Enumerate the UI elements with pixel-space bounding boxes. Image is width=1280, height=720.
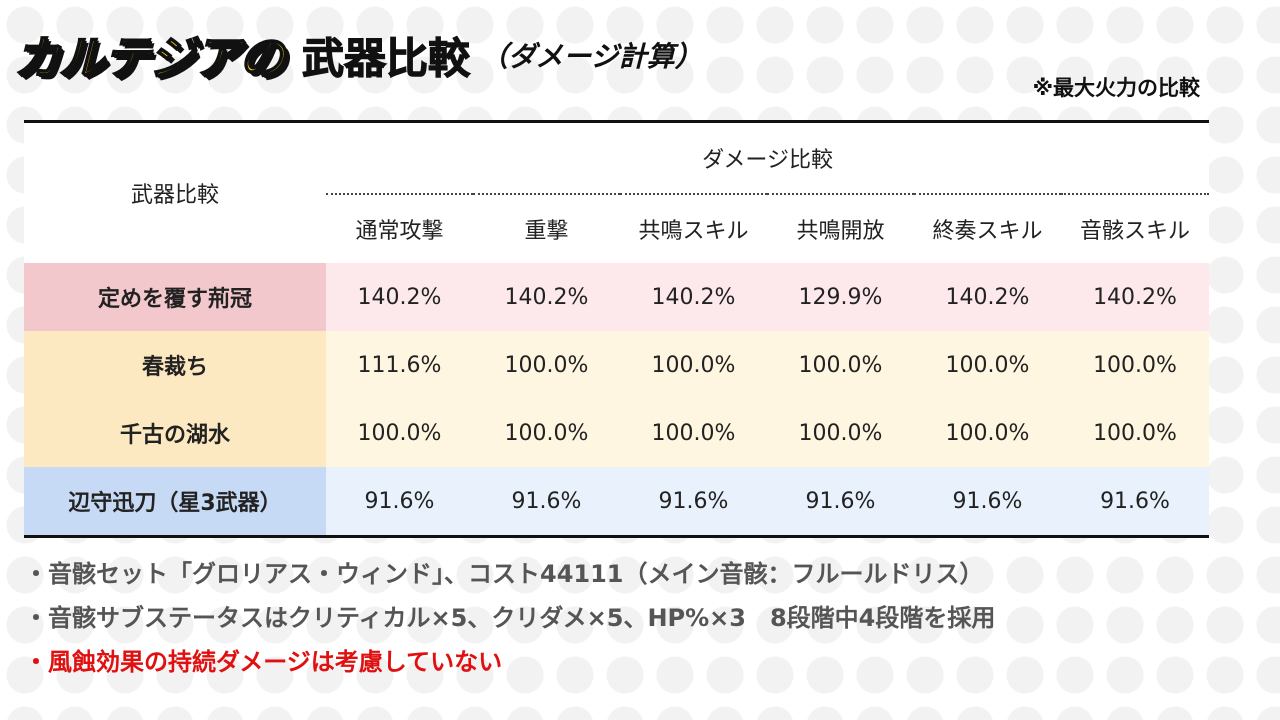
weapon-name: 辺守迅刀（星3武器） <box>24 467 326 537</box>
damage-cell: 91.6% <box>473 467 620 537</box>
damage-cell: 91.6% <box>620 467 767 537</box>
damage-cell: 140.2% <box>473 263 620 331</box>
column-header: 通常攻撃 <box>355 219 444 244</box>
table-row: 定めを覆す荊冠 140.2% 140.2% 140.2% 129.9% 140.… <box>24 263 1210 331</box>
note-item: ・音骸サブステータスはクリティカル×5、クリダメ×5、HP%×3 8段階中4段階… <box>24 604 996 632</box>
damage-cell: 91.6% <box>914 467 1061 537</box>
title-subtitle: （ダメージ計算） <box>480 40 703 73</box>
title-character-name: カルテジアの <box>13 30 286 86</box>
title-main: 武器比較 <box>301 33 471 83</box>
damage-cell: 100.0% <box>473 331 620 399</box>
damage-cell: 100.0% <box>620 331 767 399</box>
page-title: カルテジアの 武器比較 （ダメージ計算） <box>13 22 703 92</box>
note-item-warning: ・風蝕効果の持続ダメージは考慮していない <box>24 648 503 676</box>
column-header: 終奏スキル <box>932 219 1043 244</box>
damage-cell: 100.0% <box>914 331 1061 399</box>
damage-cell: 100.0% <box>914 399 1061 467</box>
damage-cell: 91.6% <box>1061 467 1210 537</box>
column-header: 共鳴開放 <box>796 219 885 244</box>
damage-cell: 140.2% <box>620 263 767 331</box>
damage-cell: 91.6% <box>326 467 473 537</box>
damage-cell: 91.6% <box>767 467 914 537</box>
table-row: 辺守迅刀（星3武器） 91.6% 91.6% 91.6% 91.6% 91.6%… <box>24 467 1210 537</box>
column-header: 重撃 <box>524 219 569 244</box>
damage-cell: 100.0% <box>1061 399 1210 467</box>
notes-list: ・音骸セット「グロリアス・ウィンド」、コスト44111（メイン音骸：フルールドリ… <box>24 552 995 684</box>
damage-cell: 100.0% <box>767 399 914 467</box>
weapon-name: 千古の湖水 <box>24 399 326 467</box>
comparison-note: ※最大火力の比較 <box>1032 76 1200 100</box>
damage-cell: 100.0% <box>1061 331 1210 399</box>
table-row: 春裁ち 111.6% 100.0% 100.0% 100.0% 100.0% 1… <box>24 331 1210 399</box>
damage-cell: 140.2% <box>914 263 1061 331</box>
weapon-name: 春裁ち <box>24 331 326 399</box>
weapon-name: 定めを覆す荊冠 <box>24 263 326 331</box>
damage-cell: 100.0% <box>620 399 767 467</box>
corner-header: 武器比較 <box>130 183 219 208</box>
group-header: ダメージ比較 <box>326 121 1210 195</box>
damage-cell: 100.0% <box>767 331 914 399</box>
note-item: ・音骸セット「グロリアス・ウィンド」、コスト44111（メイン音骸：フルールドリ… <box>24 560 984 588</box>
column-header: 音骸スキル <box>1080 219 1191 244</box>
damage-cell: 140.2% <box>1061 263 1210 331</box>
damage-cell: 100.0% <box>473 399 620 467</box>
comparison-table: 武器比較 ダメージ比較 通常攻撃 重撃 共鳴スキル 共鳴開放 終奏スキル 音骸ス… <box>24 120 1210 538</box>
damage-cell: 129.9% <box>767 263 914 331</box>
table-row: 千古の湖水 100.0% 100.0% 100.0% 100.0% 100.0%… <box>24 399 1210 467</box>
damage-cell: 140.2% <box>326 263 473 331</box>
column-header: 共鳴スキル <box>638 219 749 244</box>
damage-cell: 100.0% <box>326 399 473 467</box>
damage-cell: 111.6% <box>326 331 473 399</box>
